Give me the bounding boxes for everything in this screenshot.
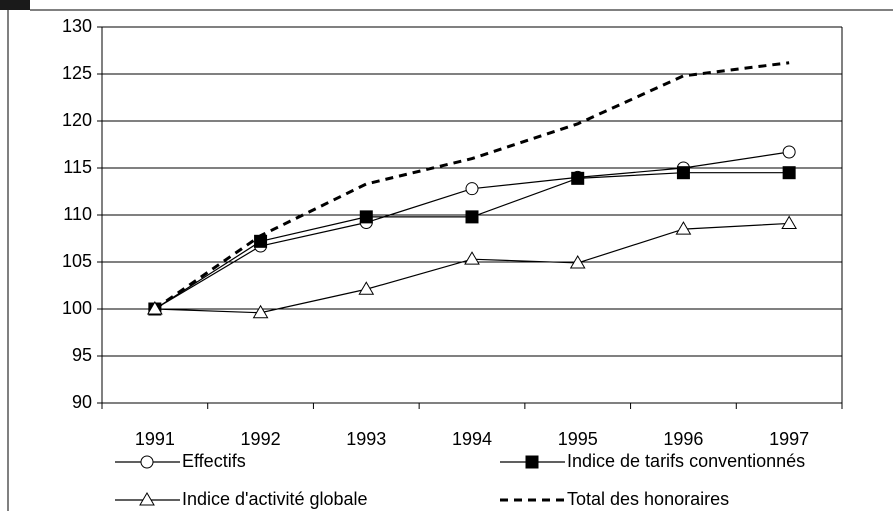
marker xyxy=(525,455,539,469)
marker xyxy=(254,234,268,248)
marker xyxy=(252,304,269,319)
marker xyxy=(675,221,692,235)
x-tick-label: 1995 xyxy=(558,429,598,449)
legend-label: Indice d'activité globale xyxy=(182,489,368,509)
marker xyxy=(782,166,796,180)
marker xyxy=(140,455,154,469)
marker xyxy=(781,215,798,229)
plot-area: 90 95 100 105 110 115 120 125 130 1991 1992 1993 199… xyxy=(62,16,843,449)
legend-label: Total des honoraires xyxy=(567,489,729,509)
x-tick-label: 1992 xyxy=(241,429,281,449)
marker xyxy=(569,254,586,269)
marker xyxy=(571,171,585,185)
marker xyxy=(465,210,479,224)
y-tick-label: 130 xyxy=(62,16,92,36)
marker xyxy=(464,251,480,265)
marker xyxy=(465,182,479,196)
legend-label: Indice de tarifs conventionnés xyxy=(567,451,805,471)
marker xyxy=(139,492,155,506)
y-tick-label: 105 xyxy=(62,251,92,271)
x-tick-label: 1991 xyxy=(135,429,175,449)
marker xyxy=(146,301,163,315)
x-tick-label: 1994 xyxy=(452,429,492,449)
x-tick-label: 1996 xyxy=(663,429,703,449)
y-tick-label: 90 xyxy=(72,392,92,412)
marker xyxy=(782,145,796,159)
legend-label: Effectifs xyxy=(182,451,246,471)
marker xyxy=(359,210,373,224)
marker xyxy=(358,281,375,295)
marker xyxy=(676,166,690,180)
y-tick-label: 120 xyxy=(62,110,92,130)
x-tick-label: 1997 xyxy=(769,429,809,449)
legend: Effectifs Indice de tarifs conventionnés I… xyxy=(115,451,805,509)
y-tick-label: 100 xyxy=(62,298,92,318)
corner-tab xyxy=(0,0,30,10)
x-tick-label: 1993 xyxy=(346,429,386,449)
y-tick-label: 95 xyxy=(72,345,92,365)
y-tick-label: 110 xyxy=(63,204,92,224)
y-tick-label: 115 xyxy=(63,157,92,177)
y-tick-label: 125 xyxy=(62,63,92,83)
